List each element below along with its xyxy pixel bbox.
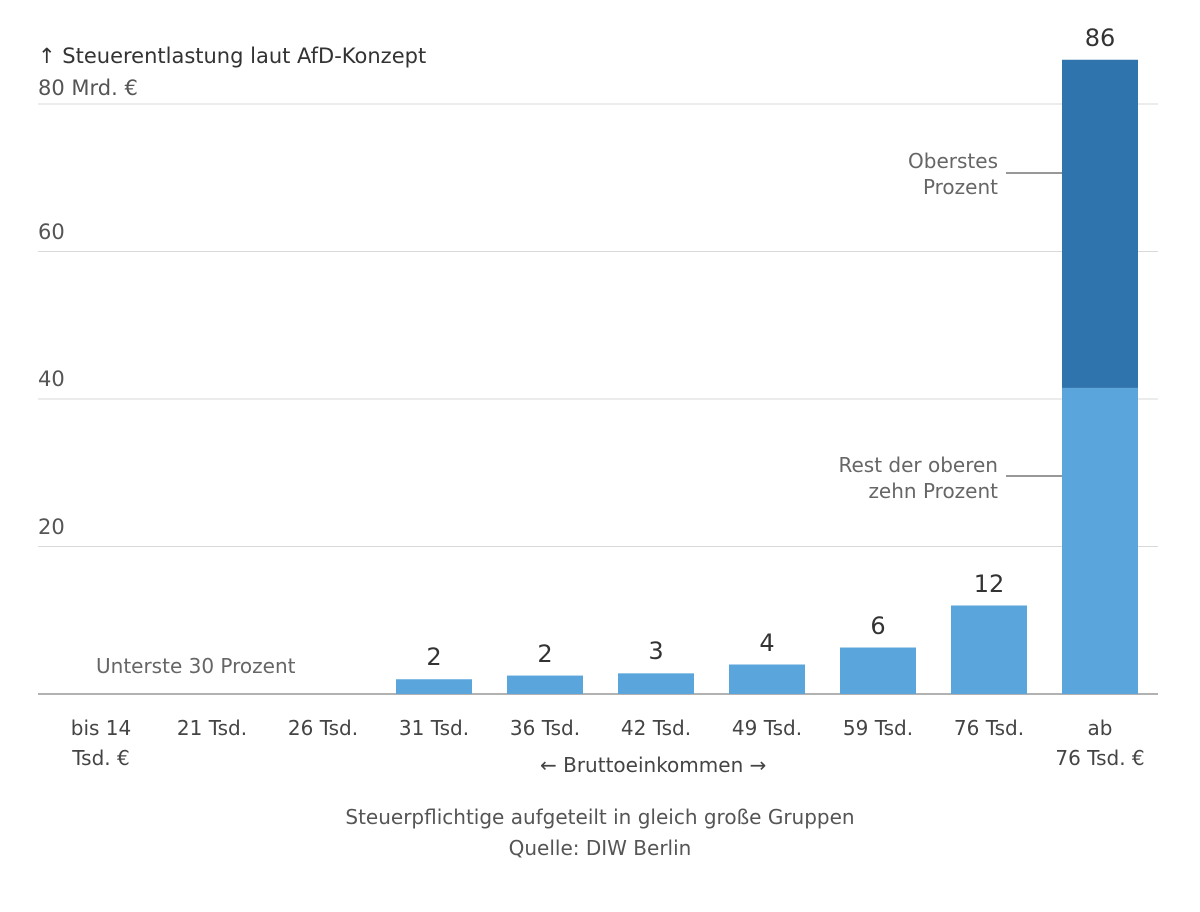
value-label-9: 86 xyxy=(1084,23,1116,52)
x-tick-label-8: 76 Tsd. xyxy=(953,716,1025,740)
annotation-leaders xyxy=(1006,172,1062,477)
x-tick-label-4: 36 Tsd. xyxy=(509,716,581,740)
value-label-8: 12 xyxy=(973,569,1005,598)
value-label-5: 3 xyxy=(648,637,664,666)
footer-source: Quelle: DIW Berlin xyxy=(508,836,692,860)
value-label-7: 6 xyxy=(870,611,886,640)
annotation-bottom-30: Unterste 30 Prozent xyxy=(96,654,296,678)
bar-4-series-0 xyxy=(507,675,583,694)
bars xyxy=(396,59,1138,694)
x-tick-label-0: bis 14 Tsd. € xyxy=(70,716,132,770)
bar-9-series-1 xyxy=(1062,59,1138,388)
x-axis-title: ← Bruttoeinkommen → xyxy=(540,753,767,777)
value-label-6: 4 xyxy=(759,628,775,657)
y-tick-label-20: 20 xyxy=(38,514,65,539)
bar-9-series-0 xyxy=(1062,387,1138,694)
x-tick-label-6: 49 Tsd. xyxy=(731,716,803,740)
x-tick-label-2: 26 Tsd. xyxy=(287,716,359,740)
footer-note: Steuerpflichtige aufgeteilt in gleich gr… xyxy=(345,805,855,829)
x-tick-label-9: ab 76 Tsd. € xyxy=(1055,716,1145,770)
x-tick-label-1: 21 Tsd. xyxy=(176,716,248,740)
value-label-4: 2 xyxy=(537,639,553,668)
bar-6-series-0 xyxy=(729,664,805,694)
x-tick-label-3: 31 Tsd. xyxy=(398,716,470,740)
x-tick-label-7: 59 Tsd. xyxy=(842,716,914,740)
bar-5-series-0 xyxy=(618,673,694,694)
y-tick-label-60: 60 xyxy=(38,219,65,244)
y-tick-label-80: 80 Mrd. € xyxy=(38,76,138,100)
value-label-3: 2 xyxy=(426,643,442,672)
annotation-top-percent: Oberstes Prozent xyxy=(908,149,998,199)
bar-3-series-0 xyxy=(396,679,472,694)
bar-7-series-0 xyxy=(840,647,916,694)
y-axis-title: ↑ Steuerentlastung laut AfD-Konzept xyxy=(38,44,427,68)
annotation-rest-top-ten: Rest der oberen zehn Prozent xyxy=(838,453,998,503)
y-tick-label-40: 40 xyxy=(38,367,65,391)
x-tick-label-5: 42 Tsd. xyxy=(620,716,692,740)
bar-8-series-0 xyxy=(951,605,1027,694)
